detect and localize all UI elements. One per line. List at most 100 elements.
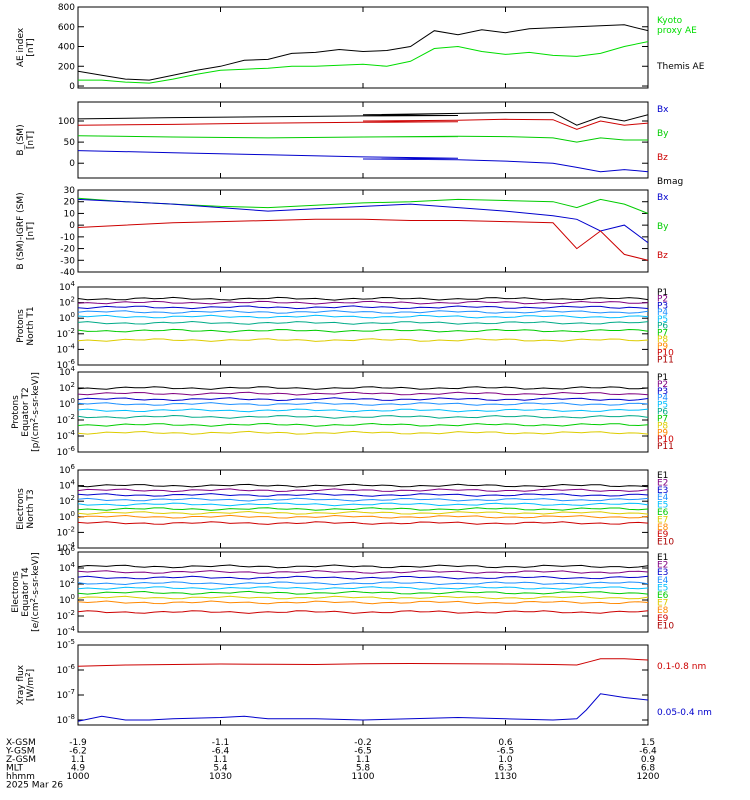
legend-entry: E10 <box>657 538 674 548</box>
y-tick-label: 102 <box>59 381 75 394</box>
y-tick-label: 10-8 <box>57 713 75 726</box>
y-tick-label: 400 <box>58 43 75 53</box>
ephemeris-value: 6.3 <box>498 764 512 774</box>
ephemeris-value: 1030 <box>209 772 232 782</box>
y-tick-label: 800 <box>58 3 75 13</box>
channel-trace-2 <box>78 570 648 574</box>
panel-ae: 0 200 400 600 800 AE index[nT] Kyoto proxy AE Th… <box>16 3 705 92</box>
legend-entry: P9 <box>657 342 668 352</box>
ephemeris-row-label: MLT <box>6 764 24 774</box>
legend-entry: By <box>657 129 669 139</box>
y-tick-label: 10-4 <box>57 429 76 442</box>
legend-entry: P3 <box>657 302 668 312</box>
plot-area <box>78 197 648 261</box>
y-tick-label: 10-6 <box>57 445 76 458</box>
legend-entry: P5 <box>657 401 668 411</box>
channel-trace-4 <box>78 497 648 502</box>
y-axis-label: Xray flux[W/m2] <box>16 664 36 705</box>
channel-trace-6 <box>78 320 648 325</box>
legend-entry: P7 <box>657 415 668 425</box>
y-tick-label: 102 <box>59 494 75 507</box>
y-tick-label: 10-2 <box>57 609 75 622</box>
y-tick-label: 106 <box>59 463 75 476</box>
legend-entry: P5 <box>657 315 668 325</box>
panel-pt1: 104 102 100 10-2 10-4 10-6 ProtonsNorth T1 P1P2… <box>16 280 674 371</box>
plot-area <box>78 112 648 173</box>
channel-trace-7 <box>78 328 648 333</box>
legend-entry: P11 <box>657 442 674 452</box>
y-tick-label: -40 <box>60 268 75 278</box>
y-tick-label: 10 <box>64 209 76 219</box>
legend-entry: E2 <box>657 478 668 488</box>
channel-trace-1 <box>78 564 648 569</box>
y-tick-label: 10-5 <box>57 638 75 651</box>
y-tick-label: 10-2 <box>57 327 75 340</box>
y-tick-label: 10-4 <box>57 342 76 355</box>
channel-trace-7 <box>78 595 648 600</box>
y-axis-label: ElectronsEquator T4[e/(cm2-s-sr-keV)] <box>11 552 41 632</box>
legend-entry: E2 <box>657 561 668 571</box>
y-tick-label: 100 <box>58 117 75 127</box>
panel-frame <box>77 6 649 89</box>
y-axis-label: ProtonsNorth T1 <box>16 306 36 345</box>
legend-entry: P7 <box>657 328 668 338</box>
ephemeris-row-label: X-GSM <box>6 738 36 748</box>
panel-pt2: 104 102 100 10-2 10-4 10-6 ProtonsEquator T2[p… <box>11 365 674 458</box>
channel-trace-1 <box>78 296 648 301</box>
y-tick-label: 104 <box>59 280 75 293</box>
ephemeris-value: -6.5 <box>354 747 372 757</box>
legend-entry: E9 <box>657 530 669 540</box>
legend-entry: E10 <box>657 621 674 631</box>
ephemeris-value: -6.4 <box>639 747 657 757</box>
y-tick-label: 100 <box>59 397 75 410</box>
y-tick-label: 10-6 <box>57 663 76 676</box>
channel-trace-5 <box>78 502 648 507</box>
y-tick-label: 100 <box>59 593 75 606</box>
ephemeris-value: 1000 <box>67 772 90 782</box>
legend-entry: E5 <box>657 583 668 593</box>
legend-entry: P10 <box>657 349 674 359</box>
series-line-1 <box>78 658 648 667</box>
channel-trace-4 <box>78 402 648 406</box>
plot-area <box>78 386 648 435</box>
plot-area <box>78 483 648 525</box>
series-line-4 <box>78 150 648 173</box>
channel-trace-9 <box>78 521 648 525</box>
y-tick-label: 102 <box>59 577 75 590</box>
legend-entry: P1 <box>657 288 668 298</box>
legend-entry: Bmag <box>657 177 683 187</box>
ephemeris-value: -6.4 <box>212 747 230 757</box>
ephemeris-value: 1200 <box>637 772 660 782</box>
channel-trace-9 <box>78 610 648 614</box>
y-tick-label: 104 <box>59 561 75 574</box>
y-axis-label: AE index[nT] <box>16 27 36 67</box>
legend-entry: Themis AE <box>656 62 705 72</box>
y-tick-label: 106 <box>59 545 75 558</box>
legend-entry: P2 <box>657 295 668 305</box>
plot-area <box>78 24 648 84</box>
channel-trace-5 <box>78 314 648 319</box>
ephemeris-value: 5.8 <box>356 764 371 774</box>
legend-entry: Bz <box>657 153 668 163</box>
y-tick-label: 10-6 <box>57 358 76 371</box>
panel-xray: 10-5 10-6 10-7 10-8 Xray flux[W/m2] 0.1-0.8 n… <box>16 638 712 726</box>
legend-entry: P4 <box>657 394 668 404</box>
y-tick-label: 104 <box>59 365 75 378</box>
series-line-2 <box>78 198 648 244</box>
legend-entry: P2 <box>657 380 668 390</box>
ephemeris-value: -1.9 <box>69 738 87 748</box>
legend-entry: 0.1-0.8 nm <box>657 662 706 672</box>
legend-entry: Kyoto proxy AE <box>657 16 697 36</box>
y-tick-label: 102 <box>59 296 75 309</box>
legend-entry: E5 <box>657 501 668 511</box>
plot-area <box>78 658 648 722</box>
legend-entry: P4 <box>657 308 668 318</box>
legend-entry: E6 <box>657 591 669 601</box>
y-axis-label: ProtonsEquator T2[p/(cm2-s-sr-keV)] <box>11 372 41 452</box>
panel-frame <box>77 644 649 726</box>
channel-trace-6 <box>78 590 648 595</box>
channel-trace-8 <box>78 430 648 435</box>
channel-trace-8 <box>78 338 648 342</box>
